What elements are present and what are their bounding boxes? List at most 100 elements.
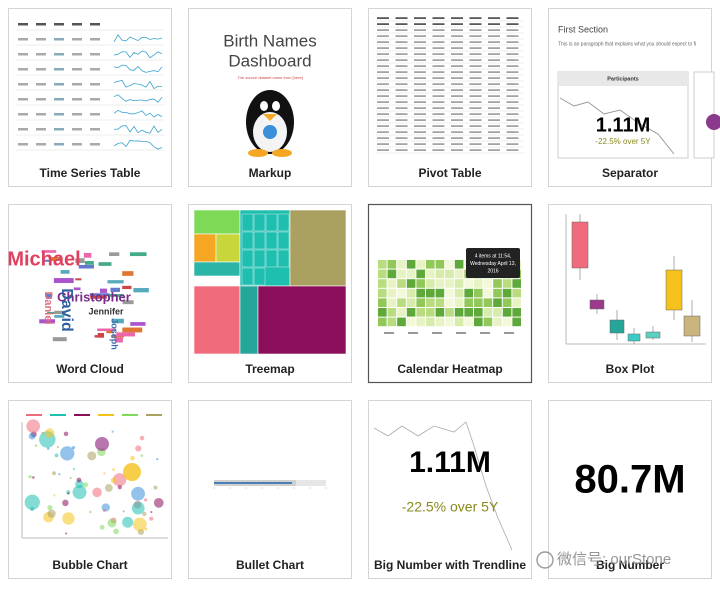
cell-text xyxy=(451,125,463,127)
cell-text xyxy=(414,149,426,151)
heat-cell xyxy=(426,279,435,288)
treemap-subcell xyxy=(265,249,278,268)
cell-text xyxy=(488,53,500,55)
heat-cell xyxy=(454,269,464,279)
heat-cell xyxy=(493,317,502,327)
minor-word xyxy=(90,295,107,299)
cell-text xyxy=(488,59,500,61)
bubble xyxy=(130,455,135,461)
cell-text xyxy=(451,29,463,31)
cell-text xyxy=(18,38,28,41)
cell-text xyxy=(377,107,389,109)
cell-text xyxy=(414,83,426,85)
heat-cell xyxy=(464,279,473,288)
axis-tick-text xyxy=(384,332,394,334)
viz-card[interactable]: First Section This is an paragraph that e… xyxy=(548,8,720,187)
treemap-subcell xyxy=(253,231,266,250)
cell-text xyxy=(377,89,389,91)
viz-card[interactable]: Pivot Table xyxy=(368,8,532,187)
cell-text xyxy=(72,38,82,41)
box xyxy=(665,269,683,311)
viz-card[interactable]: 1.11M -22.5% over 5Y Big Number with Trend… xyxy=(368,400,532,579)
bubble xyxy=(56,446,60,449)
cell-text xyxy=(414,41,426,43)
cell-text xyxy=(432,101,445,103)
heat-cell xyxy=(483,308,493,317)
cell-text xyxy=(414,77,426,79)
minor-word xyxy=(97,328,117,332)
cell-text xyxy=(469,23,482,25)
cell-text xyxy=(488,65,500,67)
minor-word xyxy=(122,271,134,276)
bubble xyxy=(69,476,72,480)
penguin-eye xyxy=(260,101,268,111)
cell-text xyxy=(488,35,500,37)
cell-text xyxy=(414,89,426,91)
viz-card[interactable]: Bullet Chart xyxy=(188,400,352,579)
treemap-cell xyxy=(239,285,259,355)
legend-key xyxy=(50,414,66,416)
cell-text xyxy=(395,95,408,97)
card-label: Bullet Chart xyxy=(236,558,304,572)
cell-text xyxy=(506,113,519,115)
heat-cell xyxy=(397,298,406,307)
heat-cell xyxy=(416,298,425,307)
cell-text xyxy=(395,119,408,121)
cell-text xyxy=(506,59,519,61)
cell-text xyxy=(395,101,408,103)
sparkline xyxy=(113,139,163,150)
bubble xyxy=(24,494,40,510)
cell-text xyxy=(488,113,500,115)
cell-text xyxy=(377,149,389,151)
cell-text xyxy=(451,71,463,73)
thumbnail: First Section This is an paragraph that e… xyxy=(557,24,720,159)
cell-text xyxy=(36,128,46,131)
cell-text xyxy=(432,143,445,145)
cell-text xyxy=(377,17,389,19)
heat-cell xyxy=(378,288,387,298)
cell-text xyxy=(488,83,500,85)
bubble xyxy=(72,485,87,500)
bubble xyxy=(32,476,35,479)
heat-cell xyxy=(512,317,521,327)
cell-text xyxy=(432,17,445,19)
viz-card[interactable]: Box Plot xyxy=(548,204,712,383)
bubble xyxy=(72,467,76,471)
viz-card[interactable]: 80.7M Big Number xyxy=(548,400,712,579)
treemap-subcell xyxy=(241,213,254,232)
cell-text xyxy=(377,83,389,85)
heat-cell xyxy=(493,308,502,317)
viz-card[interactable]: 4 items at 11:54, Wednesday April 13,2016… xyxy=(367,203,533,384)
treemap-cell xyxy=(193,233,217,263)
big-number: 1.11M xyxy=(409,446,491,479)
bubble xyxy=(102,508,106,512)
heat-cell xyxy=(454,288,464,298)
cell-text xyxy=(488,29,500,31)
cell-text xyxy=(377,71,389,73)
cell-text xyxy=(54,83,64,86)
cell-text xyxy=(90,23,100,26)
bubble xyxy=(62,512,75,525)
cell-text xyxy=(451,107,463,109)
big-number: 80.7M xyxy=(574,458,685,502)
change-text: -22.5% over 5Y xyxy=(595,137,651,146)
card-label: Calendar Heatmap xyxy=(397,362,502,376)
heat-cell xyxy=(387,308,397,317)
cell-text xyxy=(506,53,519,55)
bubble xyxy=(156,457,159,461)
tooltip xyxy=(466,248,520,278)
viz-card[interactable]: Treemap xyxy=(188,204,352,383)
heat-cell xyxy=(445,317,454,327)
viz-card[interactable]: Bubble Chart xyxy=(8,400,172,579)
box xyxy=(645,331,661,339)
viz-card[interactable]: Time Series Table xyxy=(8,8,172,187)
cell-text xyxy=(488,47,500,49)
bubble xyxy=(113,528,119,535)
bubble xyxy=(132,517,147,532)
cell-text xyxy=(54,143,64,146)
minor-word xyxy=(73,287,81,291)
cell-text xyxy=(36,113,46,116)
